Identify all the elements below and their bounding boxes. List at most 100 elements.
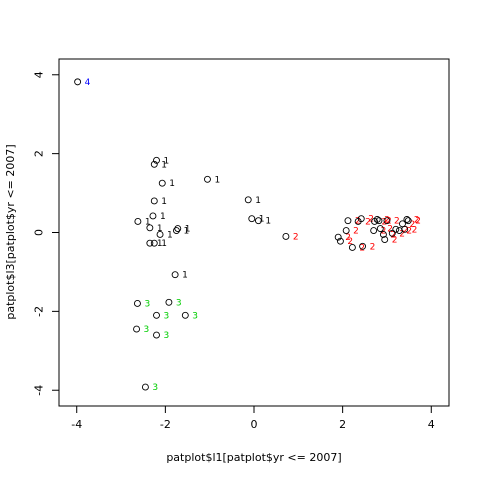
point-label: 2 xyxy=(387,225,393,235)
data-point xyxy=(171,271,179,279)
data-point xyxy=(401,225,409,233)
data-point xyxy=(403,216,411,223)
data-point xyxy=(165,298,173,306)
data-point xyxy=(141,383,149,391)
point-label: 2 xyxy=(414,215,420,225)
data-point xyxy=(379,231,387,238)
point-label: 1 xyxy=(160,212,166,222)
point-label: 2 xyxy=(406,227,412,237)
data-point xyxy=(381,236,389,244)
data-point xyxy=(376,225,384,233)
point-label: 2 xyxy=(412,225,418,235)
data-point xyxy=(383,217,391,225)
point-label: 2 xyxy=(355,217,361,227)
data-point xyxy=(150,197,158,205)
data-point xyxy=(150,160,158,168)
point-label: 2 xyxy=(384,215,390,225)
point-label: 2 xyxy=(399,229,405,239)
x-tick-label: 4 xyxy=(428,418,435,431)
data-point xyxy=(174,225,182,233)
data-point xyxy=(149,212,157,220)
data-point xyxy=(348,244,356,251)
point-label: 3 xyxy=(164,311,170,321)
data-point xyxy=(248,215,256,223)
data-point xyxy=(134,218,142,225)
data-point xyxy=(404,217,412,225)
point-label: 1 xyxy=(161,160,167,170)
point-label: 3 xyxy=(152,383,158,393)
point-label: 2 xyxy=(368,215,374,225)
y-tick-label: 4 xyxy=(33,71,46,78)
data-point xyxy=(153,311,160,319)
point-label: 2 xyxy=(353,227,359,237)
x-tick-label: 0 xyxy=(251,418,258,431)
data-point xyxy=(392,225,400,233)
point-label: 3 xyxy=(144,325,150,335)
x-axis-label: patplot$l1[patplot$yr <= 2007] xyxy=(166,451,341,464)
point-label: 1 xyxy=(183,227,189,237)
point-label: 2 xyxy=(392,236,398,246)
x-tick-label: -2 xyxy=(160,418,171,431)
data-point xyxy=(244,196,252,204)
data-point xyxy=(153,156,160,164)
y-axis: -4 -2 0 2 4 xyxy=(33,71,60,396)
data-point xyxy=(156,231,164,238)
point-label: 1 xyxy=(157,239,163,249)
point-label: 2 xyxy=(415,217,421,227)
data-point xyxy=(133,300,141,307)
data-point xyxy=(342,227,350,234)
data-point xyxy=(153,331,160,339)
point-label: 1 xyxy=(255,196,261,206)
point-label: 1 xyxy=(214,175,220,185)
data-point xyxy=(146,224,154,232)
data-point xyxy=(158,179,166,187)
y-tick-label: 2 xyxy=(33,150,46,157)
data-point xyxy=(370,227,378,234)
data-point xyxy=(357,215,365,223)
point-label: 3 xyxy=(176,298,182,308)
point-label: 1 xyxy=(145,217,151,227)
data-point xyxy=(146,239,154,247)
point-label: 1 xyxy=(265,217,271,227)
point-label: 1 xyxy=(182,271,188,281)
point-label: 1 xyxy=(169,179,175,189)
data-point xyxy=(344,217,352,225)
point-label: 4 xyxy=(85,78,91,88)
data-point xyxy=(74,78,82,86)
y-tick-label: -4 xyxy=(33,385,46,396)
point-label: 3 xyxy=(164,331,170,341)
y-axis-label: patplot$l3[patplot$yr <= 2007] xyxy=(4,144,17,319)
data-point xyxy=(282,232,290,240)
point-label: 2 xyxy=(345,233,351,243)
data-point xyxy=(395,227,403,234)
x-axis: -4 -2 0 2 4 xyxy=(71,405,435,431)
point-label: 1 xyxy=(161,197,167,207)
point-label: 1 xyxy=(167,230,173,240)
point-label: 1 xyxy=(157,224,163,234)
point-label: 2 xyxy=(365,217,371,227)
point-label: 1 xyxy=(164,156,170,166)
point-label: 2 xyxy=(347,237,353,247)
y-tick-label: 0 xyxy=(33,229,46,236)
point-label: 2 xyxy=(293,232,299,242)
point-label: 3 xyxy=(144,299,150,309)
point-label: 2 xyxy=(370,242,376,252)
point-label: 3 xyxy=(192,311,198,321)
point-label: 2 xyxy=(390,230,396,240)
data-point xyxy=(133,325,141,333)
data-point xyxy=(204,175,211,183)
x-tick-label: -4 xyxy=(71,418,82,431)
point-label: 2 xyxy=(403,225,409,235)
point-label: 2 xyxy=(386,217,392,227)
x-tick-label: 2 xyxy=(339,418,346,431)
data-point xyxy=(375,217,383,225)
point-label: 2 xyxy=(409,220,415,230)
point-label: 1 xyxy=(161,239,167,249)
point-label: 1 xyxy=(185,225,191,235)
data-point xyxy=(254,217,262,225)
data-point xyxy=(388,229,396,237)
y-tick-label: -2 xyxy=(33,306,46,317)
data-point xyxy=(150,239,158,247)
